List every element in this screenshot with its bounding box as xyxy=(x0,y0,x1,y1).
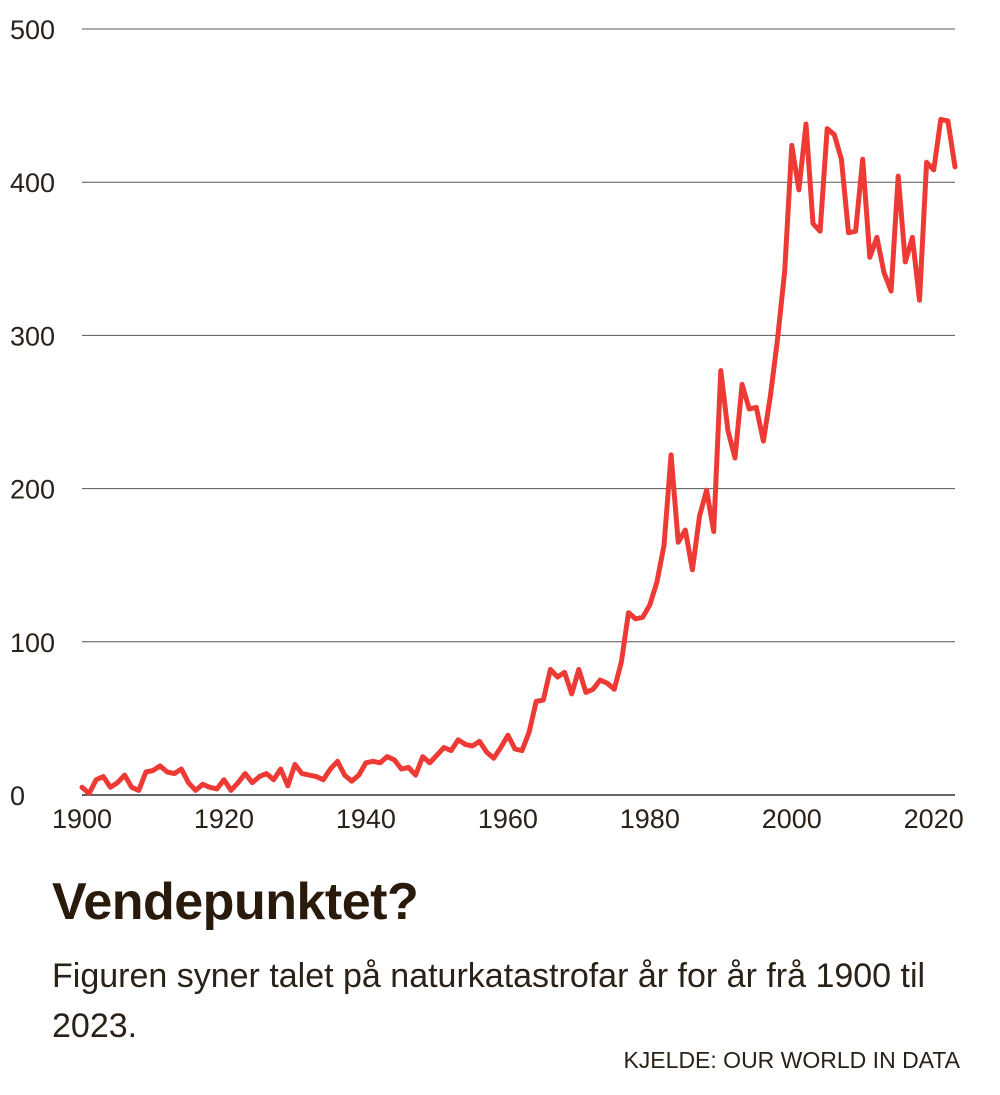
y-tick-label-100: 100 xyxy=(10,628,55,658)
series-line-0 xyxy=(79,116,958,796)
x-tick-label-2000: 2000 xyxy=(762,804,822,834)
x-tick-label-1900: 1900 xyxy=(52,804,112,834)
x-tick-label-1920: 1920 xyxy=(194,804,254,834)
x-axis-ticks: 1900 1920 1940 1960 1980 2000 2020 xyxy=(52,804,964,834)
x-tick-label-1940: 1940 xyxy=(336,804,396,834)
chart-source: KJELDE: OUR WORLD IN DATA xyxy=(623,1047,960,1073)
y-tick-label-300: 300 xyxy=(10,321,55,351)
y-tick-label-200: 200 xyxy=(10,475,55,505)
gridlines xyxy=(82,28,955,796)
y-tick-label-500: 500 xyxy=(10,15,55,45)
y-tick-label-0: 0 xyxy=(10,781,25,811)
series-layer xyxy=(79,116,958,796)
y-axis-ticks: 0 100 200 300 400 500 xyxy=(10,15,55,811)
chart-subtitle: Figuren syner talet på naturkatastrofar … xyxy=(52,957,926,1045)
y-tick-label-400: 400 xyxy=(10,168,55,198)
chart-title: Vendepunktet? xyxy=(52,873,419,931)
x-tick-label-2020: 2020 xyxy=(904,804,964,834)
x-tick-label-1960: 1960 xyxy=(478,804,538,834)
x-tick-label-1980: 1980 xyxy=(620,804,680,834)
line-chart: 0 100 200 300 400 500 1900 1920 1940 1960 1980 200… xyxy=(10,15,964,834)
